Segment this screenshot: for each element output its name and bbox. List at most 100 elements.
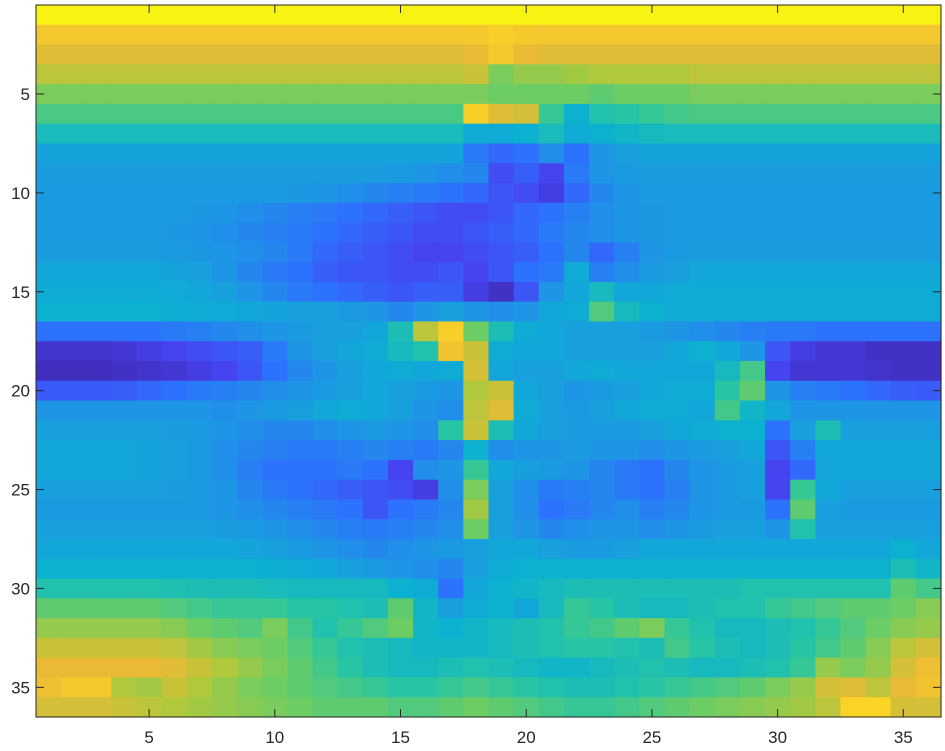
heatmap-cell [463,677,490,698]
heatmap-cell [387,637,414,659]
heatmap-cell [463,301,490,323]
heatmap-cell [387,262,414,283]
heatmap-cell [589,341,615,362]
heatmap-cell [86,321,113,342]
heatmap-cell [111,697,138,718]
heatmap-cell [186,459,213,481]
heatmap-cell [714,479,741,501]
heatmap-cell [790,24,816,46]
heatmap-cell [538,84,565,105]
heatmap-cell [890,183,917,204]
heatmap-cell [714,301,741,323]
heatmap-cell [387,301,414,323]
heatmap-cell [61,361,87,382]
heatmap-cell [689,361,716,382]
heatmap-cell [664,202,691,224]
heatmap-cell [739,519,766,540]
heatmap-cell [287,697,314,718]
heatmap-cell [438,281,464,303]
heatmap-cell [312,123,339,145]
heatmap-cell [689,183,716,204]
heatmap-cell [287,558,314,580]
heatmap-cell [362,262,389,283]
heatmap-cell [111,222,138,243]
heatmap-cell [337,499,364,520]
heatmap-cell [488,183,515,204]
heatmap-cell [865,64,892,85]
heatmap-cell [815,459,842,481]
heatmap-cell [337,262,364,283]
heatmap-cell [287,578,314,599]
heatmap-cell [413,301,439,323]
heatmap-cell [362,420,389,441]
heatmap-cell [387,440,414,461]
heatmap-cell [86,400,113,421]
heatmap-cell [287,380,314,402]
heatmap-cell [312,103,339,125]
heatmap-cell [513,697,540,718]
heatmap-cell [915,440,942,461]
heatmap-cell [538,657,565,679]
heatmap-cell [337,558,364,580]
heatmap-cell [488,697,515,718]
heatmap-cell [438,202,464,224]
heatmap-cell [186,222,213,243]
heatmap-cell [714,361,741,382]
heatmap-cell [915,519,942,540]
heatmap-cell [463,262,490,283]
heatmap-cell [790,499,816,520]
heatmap-cell [865,479,892,501]
heatmap-cell [161,539,188,560]
heatmap-cell [262,637,288,659]
heatmap-cell [815,242,842,263]
heatmap-cell [714,262,741,283]
heatmap-cell [815,440,842,461]
heatmap-cell [61,499,87,520]
heatmap-cell [614,499,640,520]
heatmap-cell [337,440,364,461]
heatmap-cell [739,84,766,105]
heatmap-cell [211,361,238,382]
heatmap-cell [790,242,816,263]
heatmap-cell [614,558,640,580]
heatmap-cell [538,539,565,560]
heatmap-cell [61,440,87,461]
heatmap-cell [488,657,515,679]
heatmap-cell [136,123,163,145]
heatmap-cell [211,341,238,362]
heatmap-cell [790,598,816,619]
heatmap-cell [86,479,113,501]
heatmap-cell [689,301,716,323]
heatmap-cell [186,618,213,639]
heatmap-cell [211,103,238,125]
heatmap-cell [614,84,640,105]
heatmap-cell [840,321,867,342]
heatmap-cell [312,321,339,342]
heatmap-cell [639,341,666,362]
heatmap-cell [36,420,62,441]
heatmap-cell [387,183,414,204]
heatmap-cell [538,677,565,698]
heatmap-cell [211,321,238,342]
heatmap-cell [262,341,288,362]
heatmap-cell [211,657,238,679]
heatmap-cell [589,262,615,283]
heatmap-cell [915,677,942,698]
heatmap-cell [639,84,666,105]
heatmap-cell [111,420,138,441]
heatmap-cell [287,341,314,362]
heatmap-cell [765,64,791,85]
heatmap-cell [362,143,389,164]
heatmap-cell [538,440,565,461]
heatmap-cell [136,380,163,402]
heatmap-cell [563,24,590,46]
heatmap-cell [538,183,565,204]
heatmap-cell [815,84,842,105]
heatmap-cell [36,637,62,659]
heatmap-cell [312,222,339,243]
heatmap-cell [689,262,716,283]
heatmap-cell [790,183,816,204]
heatmap-cell [815,202,842,224]
heatmap-cell [488,618,515,639]
heatmap-cell [915,262,942,283]
